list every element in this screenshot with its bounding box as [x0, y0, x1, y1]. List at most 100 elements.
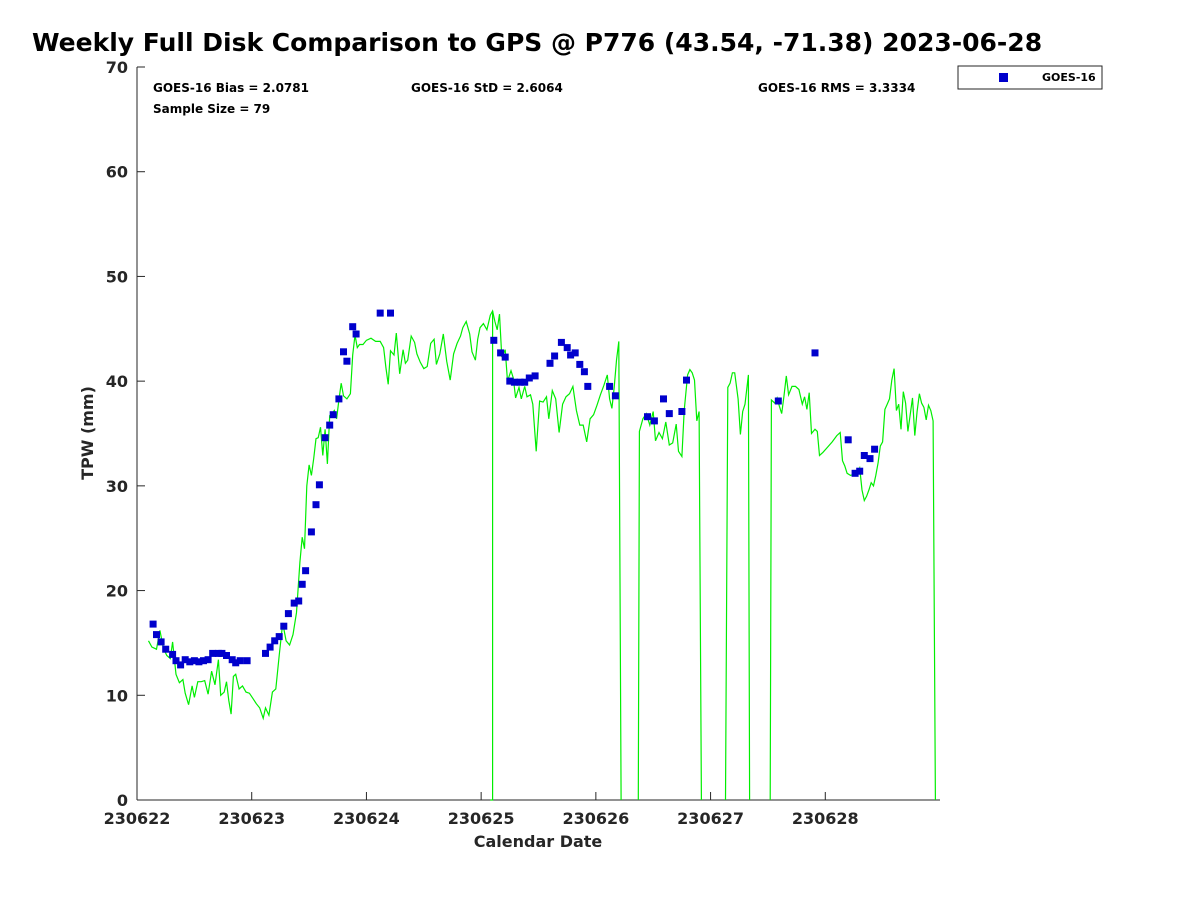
legend-box — [957, 65, 1103, 90]
x-tick-label: 230626 — [562, 809, 629, 828]
data-point — [223, 652, 230, 659]
chart-title: Weekly Full Disk Comparison to GPS @ P77… — [32, 28, 1043, 57]
data-point — [295, 597, 303, 605]
data-point — [218, 649, 226, 657]
data-point — [284, 610, 292, 618]
x-tick-label: 230625 — [448, 809, 515, 828]
data-point — [302, 567, 310, 575]
y-axis-label: TPW (mm) — [78, 386, 97, 480]
data-point — [497, 349, 505, 357]
y-tick-label: 60 — [106, 163, 128, 182]
data-point — [678, 408, 686, 415]
data-point — [190, 657, 198, 665]
data-point — [169, 650, 177, 658]
data-point — [665, 410, 673, 418]
data-point — [844, 436, 852, 444]
data-point — [312, 501, 320, 509]
data-point — [298, 580, 306, 588]
data-point — [275, 633, 283, 641]
data-point — [162, 645, 170, 653]
data-point — [149, 620, 157, 628]
data-point — [546, 359, 554, 367]
series-layer — [147, 309, 936, 801]
data-point — [506, 377, 514, 385]
data-point — [376, 309, 384, 317]
axis-ticks: 0 10 20 30 40 50 60 70 230622 230623 230624 230625 2… — [104, 58, 859, 828]
data-point — [525, 374, 533, 382]
legend: GOES-16 — [957, 65, 1103, 90]
data-point — [856, 467, 864, 475]
data-point — [157, 638, 165, 646]
y-tick-label: 50 — [106, 267, 128, 286]
data-point — [501, 353, 509, 361]
data-point — [490, 336, 498, 344]
x-tick-label: 230628 — [792, 809, 859, 828]
y-tick-label: 0 — [117, 791, 128, 810]
data-point — [644, 413, 651, 421]
y-tick-label: 20 — [106, 582, 128, 601]
data-point — [576, 360, 584, 368]
data-point — [290, 599, 298, 607]
data-point — [871, 445, 879, 453]
data-point — [557, 338, 565, 346]
data-point — [343, 357, 351, 365]
stat-rms: GOES-16 RMS = 3.3334 — [758, 81, 915, 95]
plot-area — [136, 67, 940, 801]
data-point — [683, 376, 690, 384]
gps-tpw-line — [769, 368, 936, 801]
gps-tpw-line — [637, 368, 702, 801]
x-tick-label: 230627 — [677, 809, 744, 828]
data-point — [243, 657, 251, 665]
data-point — [551, 352, 559, 360]
data-point — [516, 378, 524, 386]
data-point — [811, 349, 819, 357]
y-tick-label: 40 — [106, 372, 128, 391]
data-point — [321, 434, 329, 442]
data-point — [531, 372, 539, 380]
data-point — [271, 637, 279, 645]
data-point — [266, 643, 274, 651]
data-point — [860, 452, 868, 459]
data-point — [209, 649, 217, 657]
data-point — [153, 631, 160, 639]
data-point — [181, 656, 189, 664]
legend-marker-goes16 — [999, 73, 1008, 82]
data-point — [521, 378, 529, 386]
data-point — [280, 622, 288, 630]
data-point — [307, 528, 315, 536]
x-tick-label: 230622 — [104, 809, 171, 828]
stat-bias: GOES-16 Bias = 2.0781 — [153, 81, 309, 95]
legend-label-goes16: GOES-16 — [1042, 71, 1096, 84]
data-point — [204, 656, 212, 664]
data-point — [177, 661, 185, 669]
data-point — [567, 351, 575, 359]
data-point — [315, 481, 323, 489]
y-tick-label: 70 — [106, 58, 128, 77]
stat-sample-size: Sample Size = 79 — [153, 102, 270, 116]
data-point — [195, 658, 203, 666]
data-point — [326, 421, 334, 429]
data-point — [563, 344, 571, 352]
data-point — [262, 649, 269, 657]
data-point — [774, 397, 782, 405]
gps-tpw-line — [490, 311, 494, 801]
data-point — [580, 368, 588, 376]
data-point — [606, 382, 614, 390]
data-point — [650, 417, 658, 425]
data-point — [866, 455, 874, 463]
data-point — [349, 323, 357, 331]
x-axis-label: Calendar Date — [474, 832, 603, 851]
data-point — [186, 658, 194, 666]
data-point — [352, 330, 360, 338]
y-tick-label: 10 — [106, 686, 128, 705]
data-point — [172, 657, 180, 665]
data-point — [329, 411, 337, 419]
data-point — [510, 378, 518, 386]
data-point — [571, 349, 579, 357]
data-point — [236, 657, 244, 665]
data-point — [584, 382, 592, 390]
data-point — [232, 659, 240, 667]
y-tick-label: 30 — [106, 477, 128, 496]
data-point — [851, 469, 859, 477]
